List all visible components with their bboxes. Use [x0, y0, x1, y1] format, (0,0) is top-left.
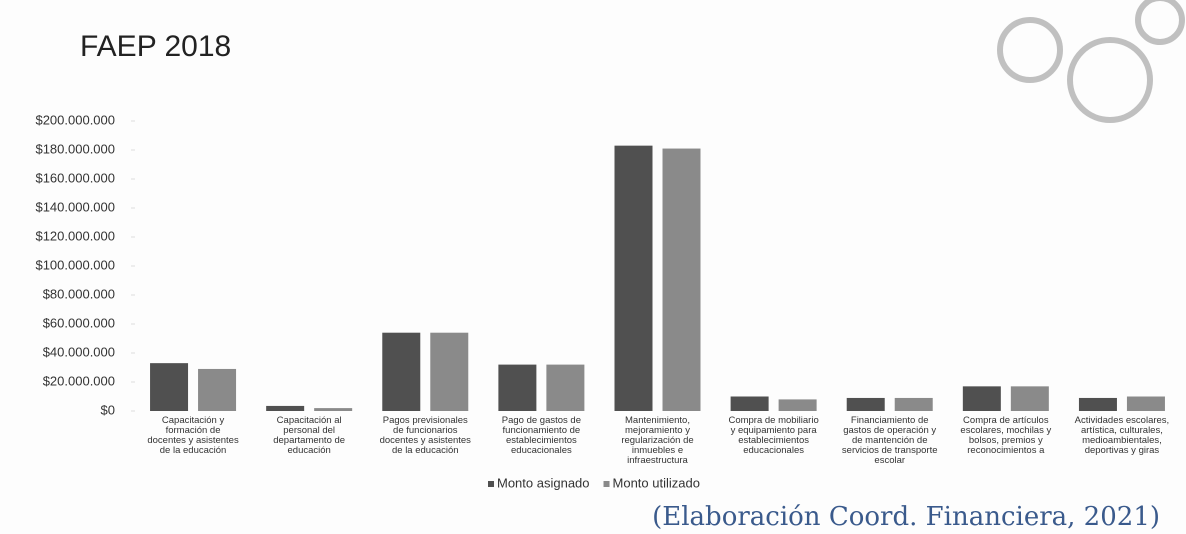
- x-tick-label: Capacitación al personal del departament…: [273, 415, 346, 456]
- bar: [430, 332, 469, 411]
- y-tick-label: $20.000.000: [43, 373, 115, 388]
- y-tick-label: $40.000.000: [43, 344, 115, 359]
- x-tick-label: Compra de mobiliario y equipamiento para…: [728, 415, 819, 456]
- y-tick-label: $140.000.000: [35, 199, 115, 214]
- bar: [894, 397, 933, 411]
- bar: [198, 368, 237, 411]
- y-tick-label: $160.000.000: [35, 170, 115, 185]
- bar: [662, 148, 701, 412]
- bar: [382, 332, 421, 411]
- y-tick-label: $0: [101, 402, 115, 417]
- x-tick-label: Compra de artículos escolares, mochilas …: [960, 415, 1052, 456]
- bar: [962, 386, 1001, 411]
- y-tick-label: $200.000.000: [35, 112, 115, 127]
- chart-title: FAEP 2018: [80, 30, 231, 63]
- bar: [730, 396, 769, 411]
- y-tick-label: $100.000.000: [35, 257, 115, 272]
- legend-label: Monto utilizado: [613, 475, 700, 490]
- y-tick-label: $180.000.000: [35, 141, 115, 156]
- bar: [1010, 386, 1049, 411]
- x-tick-label: Actividades escolares, artística, cultur…: [1074, 415, 1170, 456]
- bar: [150, 363, 189, 411]
- legend-marker: [488, 481, 494, 487]
- source-note: (Elaboración Coord. Financiera, 2021): [652, 502, 1160, 532]
- legend-label: Monto asignado: [497, 475, 590, 490]
- bar: [498, 364, 537, 411]
- y-tick-label: $120.000.000: [35, 228, 115, 243]
- gears-decoration: [997, 0, 1185, 123]
- x-tick-label: Pagos previsionales de funcionarios doce…: [379, 415, 471, 456]
- bar: [846, 397, 885, 411]
- bar: [778, 399, 817, 411]
- y-tick-label: $80.000.000: [43, 286, 115, 301]
- bar: [314, 408, 353, 411]
- y-tick-label: $60.000.000: [43, 315, 115, 330]
- bar: [1078, 397, 1117, 411]
- bar: [1126, 396, 1165, 411]
- bar: [266, 405, 305, 411]
- x-tick-label: Capacitación y formación de docentes y a…: [147, 415, 239, 456]
- legend-marker: [603, 481, 610, 487]
- bar: [614, 145, 653, 411]
- x-tick-label: Pago de gastos de funcionamiento de esta…: [501, 415, 581, 456]
- bar: [546, 364, 585, 411]
- x-tick-label: Financiamiento de gastos de operación y …: [841, 415, 938, 466]
- x-tick-label: Mantenimiento, mejoramiento y regulariza…: [621, 415, 694, 466]
